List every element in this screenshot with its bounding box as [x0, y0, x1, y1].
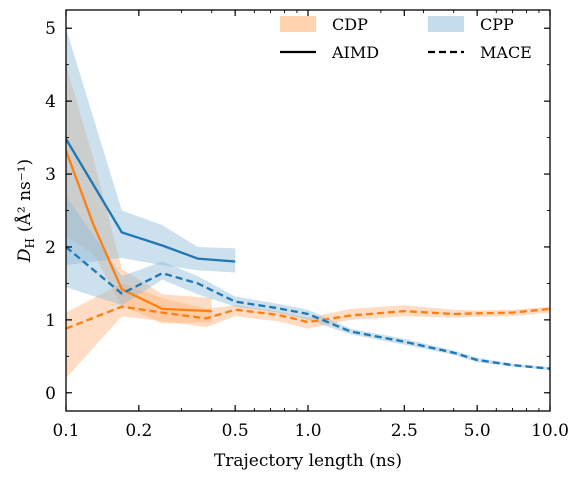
x-tick-label: 2.5	[391, 421, 418, 441]
x-tick-label: 10.0	[531, 421, 569, 441]
line-cdp-aimd	[66, 150, 212, 313]
y-tick-label: 2	[45, 238, 56, 258]
legend-label: AIMD	[331, 43, 379, 62]
legend-swatch	[280, 16, 316, 32]
y-axis-title: DH (Å² ns⁻¹)	[14, 159, 37, 263]
legend-item-mace: MACE	[428, 43, 532, 62]
y-axis-title-subscript: H	[23, 238, 37, 248]
y-axis: 0 1 2 3 4 5	[45, 19, 550, 404]
x-axis: 0.1 0.2 0.5 1.0 2.5 5.0 10.0	[52, 10, 569, 441]
line-cpp-mace	[66, 246, 550, 370]
y-tick-label: 3	[45, 165, 56, 185]
legend-item-cpp: CPP	[428, 15, 514, 34]
x-tick-label: 0.2	[125, 421, 152, 441]
y-tick-label: 0	[45, 384, 56, 404]
y-axis-title-units: (Å² ns⁻¹)	[14, 159, 35, 232]
legend-label: CDP	[332, 15, 368, 34]
legend-label: MACE	[480, 43, 532, 62]
line-cdp-mace	[66, 305, 550, 330]
plot-frame	[65, 9, 551, 412]
y-tick-label: 1	[45, 311, 56, 331]
legend-label: CPP	[480, 15, 514, 34]
band-cdp-mace	[66, 283, 550, 379]
band-cdp-aimd	[66, 64, 212, 324]
x-tick-label: 0.5	[222, 421, 249, 441]
legend-item-aimd: AIMD	[280, 43, 379, 62]
legend-item-cdp: CDP	[280, 15, 368, 34]
legend: CDP CPP AIMD MACE	[280, 15, 532, 62]
y-axis-title-symbol: D	[15, 248, 35, 263]
x-tick-label: 1.0	[294, 421, 321, 441]
y-tick-label: 5	[45, 19, 56, 39]
x-tick-label: 0.1	[52, 421, 79, 441]
x-tick-label: 5.0	[464, 421, 491, 441]
y-tick-label: 4	[45, 92, 56, 112]
uncertainty-bands	[66, 28, 550, 379]
legend-swatch	[428, 16, 464, 32]
x-axis-title: Trajectory length (ns)	[214, 451, 402, 471]
series-lines	[66, 138, 550, 370]
line-cpp-aimd	[66, 138, 236, 263]
